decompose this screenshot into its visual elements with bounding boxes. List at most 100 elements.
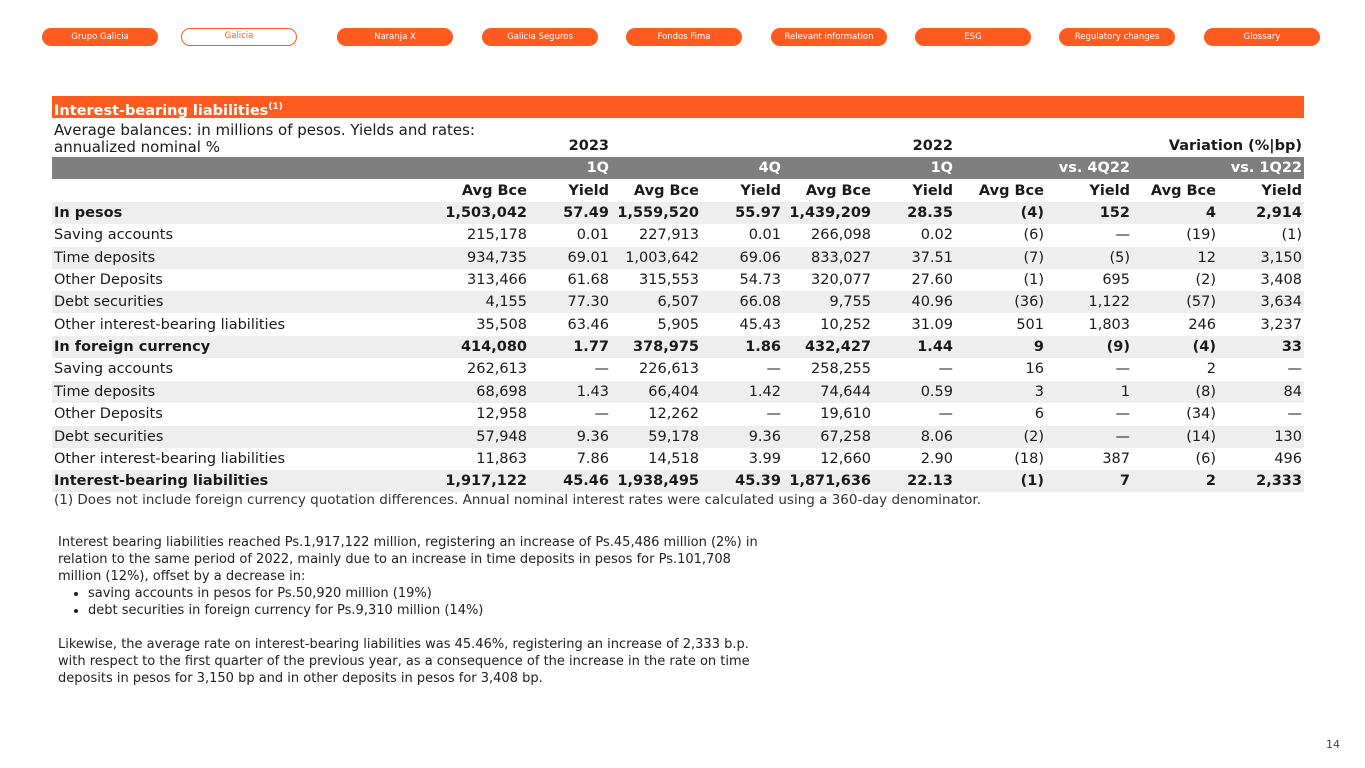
row-label: Other Deposits [54, 406, 163, 423]
table-cell: 69.06 [739, 249, 781, 266]
column-header: Yield [740, 183, 781, 199]
table-cell: 3.99 [748, 450, 781, 467]
table-cell: 8.06 [920, 428, 953, 445]
row-label: Other interest-bearing liabilities [54, 316, 286, 333]
table-cell: (8) [1195, 383, 1216, 400]
period-header: vs. 1Q22 [1230, 160, 1302, 176]
nav-tab[interactable]: Grupo Galicia [42, 28, 158, 46]
table-cell: (6) [1023, 227, 1044, 244]
table-cell: 1,938,495 [617, 473, 699, 490]
row-shade [52, 336, 1304, 359]
table-cell: (7) [1023, 249, 1044, 266]
nav-tab[interactable]: Relevant information [771, 28, 887, 46]
table-cell: 2 [1206, 361, 1216, 378]
nav-tab[interactable]: Regulatory changes [1059, 28, 1175, 46]
period-header: vs. 4Q22 [1058, 160, 1130, 176]
table-cell: 74,644 [820, 383, 871, 400]
table-cell: 45.43 [739, 316, 781, 333]
table-cell: 27.60 [911, 272, 953, 289]
nav-tab[interactable]: Glossary [1204, 28, 1320, 46]
table-cell: 1.44 [917, 339, 953, 356]
table-cell: (1) [1023, 272, 1044, 289]
table-cell: 59,178 [648, 428, 699, 445]
table-cell: 496 [1274, 450, 1302, 467]
table-cell: — [594, 361, 610, 378]
table-cell: — [594, 406, 610, 423]
table-cell: 3 [1034, 383, 1044, 400]
table-cell: 61.68 [567, 272, 609, 289]
table-cell: — [766, 361, 782, 378]
table-cell: 1,871,636 [789, 473, 871, 490]
table-cell: 1,917,122 [445, 473, 527, 490]
table-cell: 63.46 [567, 316, 609, 333]
table-cell: 152 [1099, 205, 1130, 221]
table-cell: 45.39 [735, 473, 781, 490]
table-cell: 387 [1102, 450, 1130, 467]
table-cell: (2) [1023, 428, 1044, 445]
table-cell: 501 [1016, 316, 1044, 333]
table-cell: 227,913 [639, 227, 699, 244]
table-cell: 67,258 [820, 428, 871, 445]
table-cell: (4) [1192, 339, 1216, 356]
table-cell: 246 [1188, 316, 1216, 333]
table-cell: — [1115, 361, 1131, 378]
table-cell: (14) [1186, 428, 1216, 445]
table-cell: 266,098 [811, 227, 871, 244]
table-cell: 1.86 [745, 339, 781, 356]
table-cell: (57) [1186, 294, 1216, 311]
table-cell: 226,613 [639, 361, 699, 378]
table-cell: 22.13 [907, 473, 953, 490]
body-text: Interest bearing liabilities reached Ps.… [58, 534, 778, 687]
table-cell: 9,755 [829, 294, 871, 311]
table-cell: — [938, 406, 954, 423]
table-cell: 313,466 [467, 272, 527, 289]
table-cell: 0.59 [920, 383, 953, 400]
nav-tab[interactable]: ESG [915, 28, 1031, 46]
row-shade [52, 291, 1304, 314]
column-header: Avg Bce [461, 183, 527, 199]
period-header: 1Q [930, 160, 953, 176]
title-note: (1) [268, 102, 283, 112]
table-cell: 258,255 [811, 361, 871, 378]
nav-tab[interactable]: Galicia Seguros [482, 28, 598, 46]
bullet-list: saving accounts in pesos for Ps.50,920 m… [58, 585, 778, 619]
nav-tab[interactable]: Galicia [181, 28, 297, 46]
table-cell: 66,404 [648, 383, 699, 400]
table-cell: 1,122 [1088, 294, 1130, 311]
row-label: Time deposits [54, 383, 156, 400]
table-cell: 1,559,520 [617, 205, 699, 221]
table-cell: 6,507 [657, 294, 699, 311]
table-cell: 54.73 [739, 272, 781, 289]
table-cell: 1,003,642 [625, 249, 699, 266]
table-cell: — [1287, 406, 1303, 423]
table-cell: 2,914 [1256, 205, 1302, 221]
table-cell: (1) [1020, 473, 1044, 490]
column-header: Yield [1089, 183, 1130, 199]
table-cell: 40.96 [911, 294, 953, 311]
row-shade [52, 425, 1304, 448]
table-cell: 57,948 [476, 428, 527, 445]
table-cell: 414,080 [460, 339, 527, 356]
table-cell: 215,178 [467, 227, 527, 244]
table-cell: 12 [1197, 249, 1216, 266]
table-cell: 7 [1119, 473, 1130, 490]
table-cell: — [938, 361, 954, 378]
table-cell: 5,905 [657, 316, 699, 333]
table-cell: 69.01 [567, 249, 609, 266]
nav-tab[interactable]: Fondos Fima [626, 28, 742, 46]
table-cell: 1,503,042 [445, 205, 527, 221]
table-cell: 315,553 [639, 272, 699, 289]
row-shade [52, 202, 1304, 224]
row-label: Debt securities [54, 294, 164, 311]
table-cell: 4 [1205, 205, 1216, 221]
table-cell: 9.36 [748, 428, 781, 445]
bullet: debt securities in foreign currency for … [88, 602, 778, 619]
table-cell: 35,508 [476, 316, 527, 333]
table-cell: 4,155 [485, 294, 527, 311]
table-cell: 66.08 [739, 294, 781, 311]
table-cell: (1) [1281, 227, 1302, 244]
table-cell: 33 [1281, 339, 1302, 356]
nav-tab[interactable]: Naranja X [337, 28, 453, 46]
row-label: Interest-bearing liabilities [54, 473, 269, 490]
table-cell: (2) [1195, 272, 1216, 289]
